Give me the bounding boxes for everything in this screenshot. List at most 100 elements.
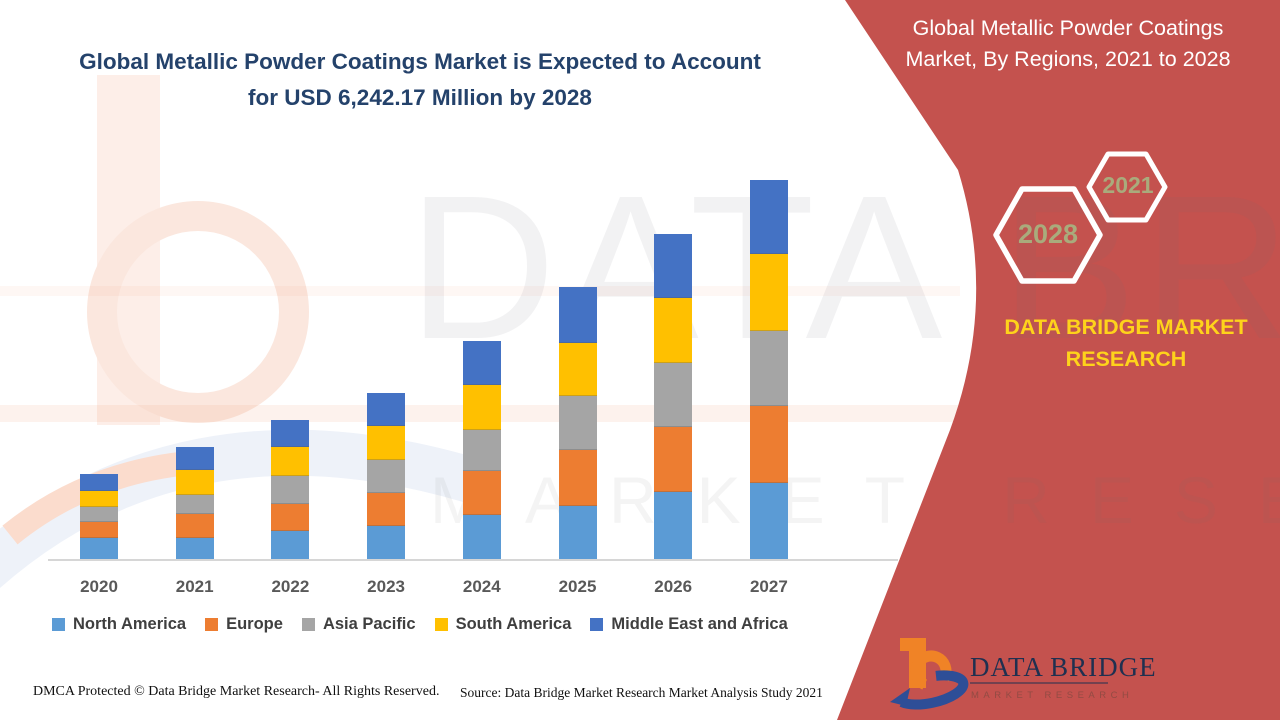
bar-segment-middle-east-and-africa bbox=[271, 420, 310, 447]
bar-segment-middle-east-and-africa bbox=[558, 287, 597, 343]
bar-segment-middle-east-and-africa bbox=[749, 180, 788, 254]
bar-segment-europe bbox=[654, 427, 693, 492]
bar-segment-north-america bbox=[558, 506, 597, 559]
bar-segment-north-america bbox=[749, 483, 788, 559]
databridge-logo: DATA BRIDGE MARKET RESEARCH bbox=[890, 638, 1157, 710]
x-axis-label-2022: 2022 bbox=[271, 577, 310, 596]
bar-segment-middle-east-and-africa bbox=[367, 393, 406, 426]
bar-segment-europe bbox=[462, 471, 501, 515]
bar-2027 bbox=[749, 180, 788, 559]
bar-2021 bbox=[175, 447, 214, 559]
x-axis-label-2021: 2021 bbox=[175, 577, 214, 596]
bar-segment-europe bbox=[749, 406, 788, 483]
stacked-bar-chart: 2020 2021 2022 2023 2024 2025 2026 2027 bbox=[80, 180, 788, 596]
bar-segment-north-america bbox=[367, 526, 406, 559]
hexagon-2028-outline bbox=[993, 186, 1103, 284]
legend-label: Asia Pacific bbox=[322, 615, 416, 633]
hexagon-year-2021: 2021 bbox=[1102, 172, 1154, 198]
bar-segment-south-america bbox=[271, 447, 310, 476]
hexagon-2021-outline bbox=[1086, 151, 1168, 223]
logo-swoosh-tail bbox=[890, 688, 910, 706]
bar-segment-north-america bbox=[462, 515, 501, 559]
legend-label: Europe bbox=[226, 615, 283, 633]
legend-swatch bbox=[590, 618, 604, 631]
bar-segment-asia-pacific bbox=[558, 396, 597, 450]
bar-segment-middle-east-and-africa bbox=[462, 341, 501, 385]
bar-segment-middle-east-and-africa bbox=[654, 234, 693, 298]
chart-legend: North America Europe Asia Pacific South Ame… bbox=[52, 615, 788, 634]
legend-label: Middle East and Africa bbox=[611, 615, 788, 633]
bar-segment-south-america bbox=[175, 470, 214, 495]
bar-segment-south-america bbox=[654, 298, 693, 363]
bar-segment-europe bbox=[558, 450, 597, 506]
x-axis-line bbox=[48, 559, 898, 561]
bar-segment-asia-pacific bbox=[271, 476, 310, 504]
legend-swatch bbox=[434, 618, 448, 631]
bar-segment-europe bbox=[80, 522, 118, 538]
bar-segment-asia-pacific bbox=[654, 363, 693, 427]
bar-segment-south-america bbox=[367, 426, 406, 460]
source-note: Source: Data Bridge Market Research Mark… bbox=[460, 685, 823, 700]
panel-heading: Global Metallic Powder Coatings Market, … bbox=[872, 13, 1264, 75]
logo-b-step bbox=[900, 638, 909, 651]
bar-segment-europe bbox=[271, 504, 310, 531]
bar-segment-asia-pacific bbox=[367, 460, 406, 493]
panel-heading-line1: Global Metallic Powder Coatings bbox=[912, 16, 1224, 40]
x-axis-label-2023: 2023 bbox=[367, 577, 405, 596]
chart-title-line1: Global Metallic Powder Coatings Market i… bbox=[79, 49, 761, 74]
bar-segment-asia-pacific bbox=[749, 331, 788, 406]
bar-segment-middle-east-and-africa bbox=[175, 447, 214, 470]
logo-swoosh bbox=[891, 670, 969, 710]
brand-text-line1: DATA BRIDGE MARKET bbox=[1004, 315, 1248, 339]
bar-segment-europe bbox=[175, 514, 214, 538]
logo-name-text: DATA BRIDGE bbox=[970, 652, 1157, 682]
bar-segment-south-america bbox=[558, 343, 597, 396]
bar-segment-north-america bbox=[654, 492, 693, 559]
bar-segment-asia-pacific bbox=[175, 495, 214, 514]
bar-segment-north-america bbox=[175, 538, 214, 559]
brand-text-line2: RESEARCH bbox=[1065, 347, 1187, 371]
chart-title-line2: for USD 6,242.17 Million by 2028 bbox=[248, 85, 592, 110]
panel-heading-line2: Market, By Regions, 2021 to 2028 bbox=[905, 47, 1231, 71]
legend-item-europe: Europe bbox=[205, 615, 283, 634]
chart-title: Global Metallic Powder Coatings Market i… bbox=[55, 44, 785, 116]
legend-label: North America bbox=[73, 615, 187, 633]
bar-segment-north-america bbox=[80, 538, 118, 559]
watermark-text-databridge: DATA BRIDGE bbox=[408, 153, 1280, 382]
bar-segment-europe bbox=[367, 493, 406, 526]
logo-subtitle-text: MARKET RESEARCH bbox=[971, 690, 1133, 701]
legend-item-south-america: South America bbox=[434, 615, 572, 634]
x-axis-label-2027: 2027 bbox=[749, 577, 788, 596]
bar-2023 bbox=[367, 393, 406, 559]
x-axis-label-2026: 2026 bbox=[654, 577, 693, 596]
bar-2025 bbox=[558, 287, 597, 559]
brand-text: DATA BRIDGE MARKET RESEARCH bbox=[962, 311, 1280, 375]
legend-item-asia-pacific: Asia Pacific bbox=[301, 615, 416, 634]
bar-segment-asia-pacific bbox=[80, 507, 118, 522]
x-axis-label-2020: 2020 bbox=[80, 577, 118, 596]
bar-2022 bbox=[271, 420, 310, 559]
bar-2026 bbox=[654, 234, 693, 559]
dmca-notice: DMCA Protected © Data Bridge Market Rese… bbox=[33, 684, 440, 699]
legend-swatch bbox=[205, 618, 219, 631]
bar-segment-south-america bbox=[749, 254, 788, 331]
bar-segment-asia-pacific bbox=[462, 430, 501, 471]
bar-2020 bbox=[80, 474, 118, 559]
pink-band-upper bbox=[0, 286, 960, 296]
bar-segment-north-america bbox=[271, 531, 310, 559]
legend-item-north-america: North America bbox=[52, 615, 186, 634]
x-axis-label-2024: 2024 bbox=[462, 577, 501, 596]
bar-segment-south-america bbox=[462, 385, 501, 430]
bar-2024 bbox=[462, 341, 501, 559]
legend-label: South America bbox=[455, 615, 572, 633]
x-axis-label-2025: 2025 bbox=[558, 577, 597, 596]
legend-item-middle-east-and-africa: Middle East and Africa bbox=[590, 615, 788, 634]
bar-segment-south-america bbox=[80, 491, 118, 507]
watermark-b-bowl bbox=[87, 201, 309, 423]
bar-segment-middle-east-and-africa bbox=[80, 474, 118, 491]
legend-swatch bbox=[52, 618, 65, 631]
hexagon-year-2028: 2028 bbox=[1017, 219, 1079, 249]
